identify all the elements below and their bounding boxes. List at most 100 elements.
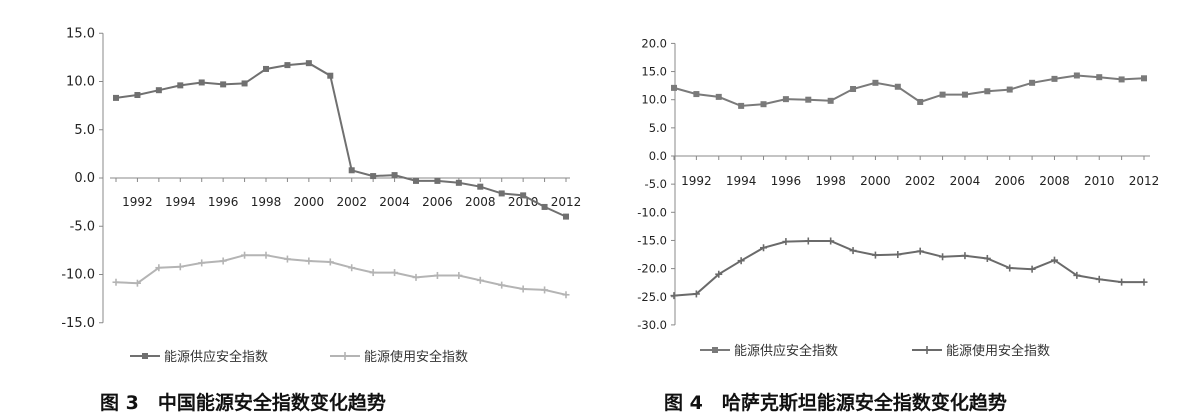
data-point <box>1073 72 1080 79</box>
data-point <box>1006 86 1013 93</box>
y-tick-label: 20.0 <box>641 36 667 50</box>
data-point <box>133 279 141 287</box>
data-point <box>262 251 270 259</box>
data-point <box>370 173 377 180</box>
x-tick-label: 2012 <box>551 195 582 209</box>
data-point <box>850 86 857 93</box>
data-point <box>241 251 249 259</box>
y-tick-label: 0.0 <box>649 149 667 163</box>
y-tick-label: -5.0 <box>645 177 667 191</box>
y-tick-label: 0.0 <box>74 171 95 186</box>
data-point <box>671 84 677 91</box>
x-tick-label: 1992 <box>681 174 712 188</box>
y-axis-ticks: 15.0 10.0 5.0 0.0 -5.0 -10.0 -15.0 <box>61 26 103 331</box>
y-tick-label: -30.0 <box>637 318 667 332</box>
legend-marker-supply <box>142 353 148 359</box>
series-group <box>112 60 570 299</box>
x-tick-label: 1998 <box>251 195 282 209</box>
data-point <box>177 82 184 89</box>
data-point <box>562 291 570 299</box>
data-point <box>916 247 924 255</box>
data-point <box>112 278 120 286</box>
series-line-supply <box>115 62 567 218</box>
data-point <box>737 257 745 265</box>
legend-label-supply: 能源供应安全指数 <box>164 349 268 365</box>
data-point <box>498 190 505 197</box>
data-point <box>412 273 420 281</box>
x-tick-label: 1994 <box>726 174 757 188</box>
data-point <box>155 264 163 272</box>
y-tick-label: -15.0 <box>61 316 95 331</box>
data-point <box>1073 271 1081 279</box>
figure-caption: 图 3 中国能源安全指数变化趋势 <box>100 391 386 414</box>
x-tick-label: 2006 <box>994 174 1025 188</box>
x-tick-label: 2004 <box>950 174 981 188</box>
data-point <box>134 92 141 99</box>
x-tick-label: 1996 <box>208 195 239 209</box>
data-point <box>1096 74 1103 81</box>
data-point <box>939 91 946 98</box>
legend-label-usage: 能源使用安全指数 <box>946 343 1050 359</box>
data-point <box>760 244 768 252</box>
data-point <box>939 253 947 261</box>
data-point <box>827 97 834 104</box>
y-tick-label: 10.0 <box>66 75 95 90</box>
y-tick-label: 15.0 <box>641 65 667 79</box>
data-point <box>871 251 879 259</box>
data-point <box>520 192 527 199</box>
data-point <box>455 179 462 186</box>
x-axis-ticks: 1992 1994 1996 1998 2000 2002 2004 2006 2008 2010… <box>673 156 1160 188</box>
data-point <box>715 270 723 278</box>
data-point <box>827 237 835 245</box>
data-point <box>455 271 463 279</box>
x-tick-label: 2012 <box>1129 174 1160 188</box>
y-tick-label: -10.0 <box>61 268 95 283</box>
x-tick-label: 1996 <box>771 174 802 188</box>
data-point <box>1141 75 1147 82</box>
chart-china: 15.0 10.0 5.0 0.0 -5.0 -10.0 -15.0 1992 1994 199… <box>61 26 581 414</box>
data-point <box>476 276 484 284</box>
data-point <box>961 252 969 260</box>
x-tick-label: 1992 <box>122 195 153 209</box>
data-point <box>198 259 206 267</box>
data-point <box>961 91 968 98</box>
data-point <box>477 183 484 190</box>
data-point <box>1095 275 1103 283</box>
y-tick-label: -20.0 <box>637 262 667 276</box>
data-point <box>1051 75 1058 82</box>
legend: 能源供应安全指数 能源使用安全指数 <box>130 349 468 365</box>
y-axis-ticks: 20.0 15.0 10.0 5.0 0.0 -5.0 -10.0 -15.0 -20.0 -25… <box>637 36 675 332</box>
data-point <box>263 65 269 72</box>
data-point <box>219 257 227 265</box>
data-point <box>563 213 569 220</box>
y-tick-label: -25.0 <box>637 290 667 304</box>
data-point <box>917 98 924 105</box>
data-point <box>155 87 162 94</box>
data-point <box>1140 278 1148 286</box>
x-tick-label: 1994 <box>165 195 196 209</box>
data-point <box>220 81 227 88</box>
data-point <box>983 254 991 262</box>
data-point <box>805 96 812 103</box>
legend-label-usage: 能源使用安全指数 <box>364 349 468 365</box>
series-line-usage <box>673 240 1144 297</box>
data-point <box>498 281 506 289</box>
x-tick-label: 2006 <box>422 195 453 209</box>
legend-label-supply: 能源供应安全指数 <box>734 343 838 359</box>
data-point <box>348 167 355 174</box>
data-point <box>872 79 879 86</box>
y-tick-label: -15.0 <box>637 233 667 247</box>
data-point <box>391 172 398 179</box>
y-tick-label: -5.0 <box>70 219 95 234</box>
data-point <box>1050 256 1058 264</box>
x-tick-label: 2008 <box>1039 174 1070 188</box>
data-point <box>434 177 441 184</box>
data-point <box>692 290 700 298</box>
data-point <box>413 177 419 184</box>
x-tick-label: 2008 <box>465 195 496 209</box>
data-point <box>348 264 356 272</box>
data-point <box>849 247 857 255</box>
data-point <box>782 238 790 246</box>
y-tick-label: 15.0 <box>66 26 95 41</box>
data-point <box>1006 264 1014 272</box>
